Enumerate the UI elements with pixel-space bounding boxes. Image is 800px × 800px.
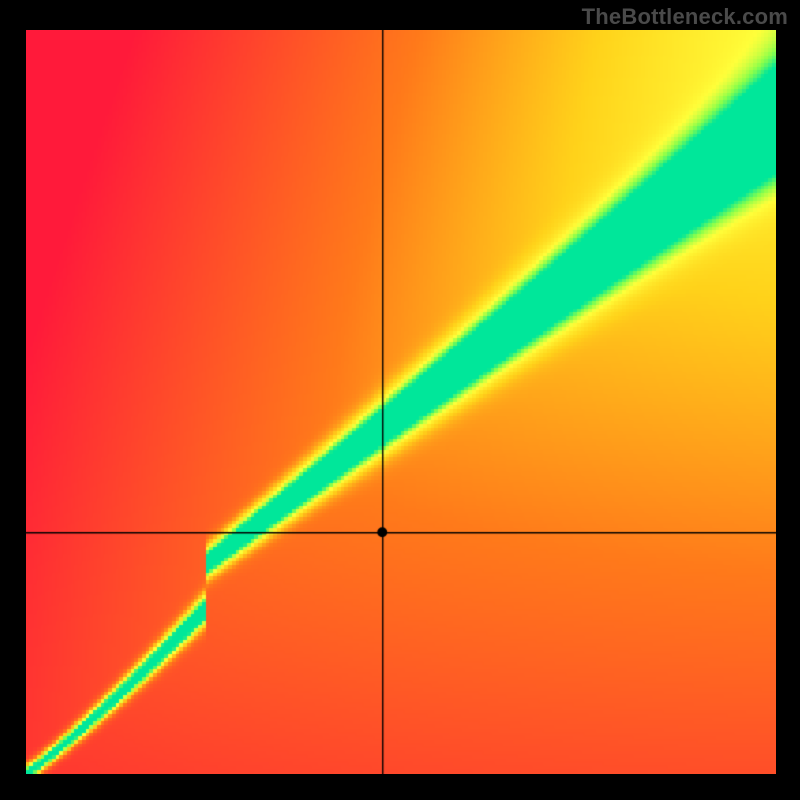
watermark-text: TheBottleneck.com: [582, 4, 788, 30]
chart-frame: TheBottleneck.com: [0, 0, 800, 800]
heatmap-canvas: [26, 30, 776, 774]
